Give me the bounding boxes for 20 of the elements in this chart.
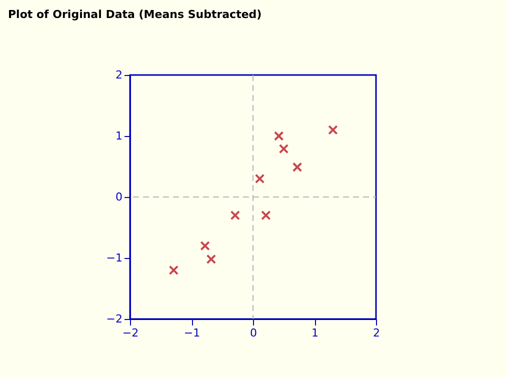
point [200, 240, 210, 251]
point [230, 210, 240, 220]
x-tick-label: 0 [250, 326, 257, 340]
point [168, 265, 179, 276]
x-tick-label: −1 [184, 326, 200, 340]
point [254, 174, 265, 184]
y-tick-label: −1 [106, 252, 122, 264]
y-tick-label: 2 [116, 68, 122, 82]
point [206, 254, 216, 264]
x-tick-label: 1 [312, 326, 318, 340]
point [292, 162, 302, 172]
y-tick-label: 0 [116, 190, 122, 204]
x-tick-label: 2 [373, 326, 380, 340]
y-tick-label: 1 [116, 130, 122, 142]
point [261, 210, 271, 220]
y-tick-label: −2 [106, 312, 122, 326]
point [274, 131, 284, 141]
chart-title: Plot of Original Data (Means Subtracted) [8, 8, 262, 21]
point [278, 144, 289, 154]
point [328, 125, 338, 135]
